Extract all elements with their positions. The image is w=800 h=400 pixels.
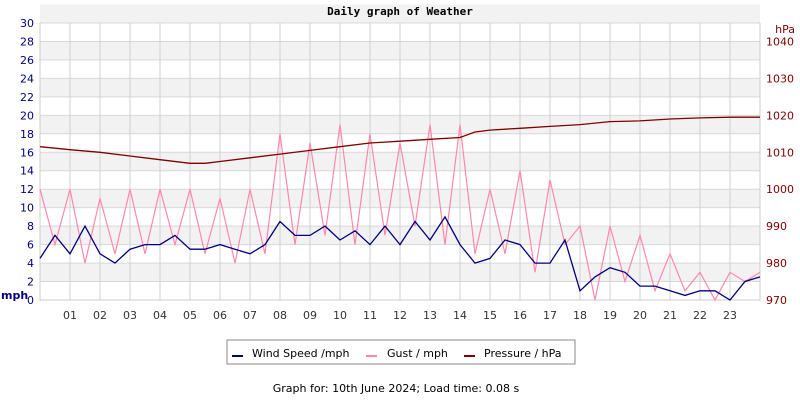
y-left-tick-label: 12 xyxy=(20,183,34,196)
y-left-tick-label: 2 xyxy=(27,276,34,289)
x-tick-label: 09 xyxy=(303,309,317,322)
x-tick-label: 21 xyxy=(663,309,677,322)
x-tick-label: 08 xyxy=(273,309,287,322)
x-tick-label: 05 xyxy=(183,309,197,322)
y-left-tick-label: 30 xyxy=(20,17,34,30)
x-tick-label: 04 xyxy=(153,309,167,322)
x-tick-label: 15 xyxy=(483,309,497,322)
legend-label-wind: Wind Speed /mph xyxy=(252,347,350,360)
y-left-tick-label: 4 xyxy=(27,257,34,270)
right-axis-label: hPa xyxy=(775,23,795,36)
y-right-tick-label: 1000 xyxy=(766,183,794,196)
legend-label-pressure: Pressure / hPa xyxy=(484,347,562,360)
y-right-tick-label: 980 xyxy=(766,257,787,270)
y-left-tick-label: 22 xyxy=(20,91,34,104)
x-tick-label: 02 xyxy=(93,309,107,322)
y-left-tick-label: 16 xyxy=(20,146,34,159)
legend-label-gust: Gust / mph xyxy=(387,347,448,360)
footer-text: Graph for: 10th June 2024; Load time: 0.… xyxy=(273,382,520,395)
x-tick-label: 17 xyxy=(543,309,557,322)
y-right-tick-label: 1030 xyxy=(766,72,794,85)
x-tick-label: 06 xyxy=(213,309,227,322)
y-left-tick-label: 26 xyxy=(20,54,34,67)
x-tick-label: 11 xyxy=(363,309,377,322)
wind-speed-line xyxy=(39,215,761,301)
y-left-tick-label: 20 xyxy=(20,109,34,122)
y-right-tick-label: 990 xyxy=(766,220,787,233)
y-right-tick-label: 1010 xyxy=(766,146,794,159)
gust-line xyxy=(39,124,761,302)
x-tick-label: 20 xyxy=(633,309,647,322)
x-tick-label: 12 xyxy=(393,309,407,322)
x-tick-label: 19 xyxy=(603,309,617,322)
y-left-tick-label: 10 xyxy=(20,202,34,215)
grid-band xyxy=(40,4,760,24)
y-left-tick-label: 8 xyxy=(27,220,34,233)
x-tick-label: 10 xyxy=(333,309,347,322)
y-right-tick-label: 1020 xyxy=(766,109,794,122)
pressure-line xyxy=(39,116,760,164)
x-tick-label: 13 xyxy=(423,309,437,322)
chart-title: Daily graph of Weather xyxy=(327,5,473,18)
y-left-tick-label: 0 xyxy=(27,294,34,307)
legend-box xyxy=(226,339,576,365)
y-left-tick-label: 28 xyxy=(20,35,34,48)
y-left-tick-label: 24 xyxy=(20,72,34,85)
left-axis-label: mph xyxy=(1,289,28,302)
x-tick-label: 07 xyxy=(243,309,257,322)
x-tick-label: 14 xyxy=(453,309,467,322)
y-right-tick-label: 1040 xyxy=(766,35,794,48)
x-tick-label: 22 xyxy=(693,309,707,322)
y-left-tick-label: 14 xyxy=(20,165,34,178)
x-tick-label: 03 xyxy=(123,309,137,322)
y-left-tick-label: 18 xyxy=(20,128,34,141)
x-tick-label: 18 xyxy=(573,309,587,322)
x-tick-label: 16 xyxy=(513,309,527,322)
x-tick-label: 23 xyxy=(723,309,737,322)
x-tick-label: 01 xyxy=(63,309,77,322)
y-right-tick-label: 970 xyxy=(766,294,787,307)
legend: Wind Speed /mph Gust / mph Pressure / hP… xyxy=(226,339,576,365)
y-left-tick-label: 6 xyxy=(27,239,34,252)
